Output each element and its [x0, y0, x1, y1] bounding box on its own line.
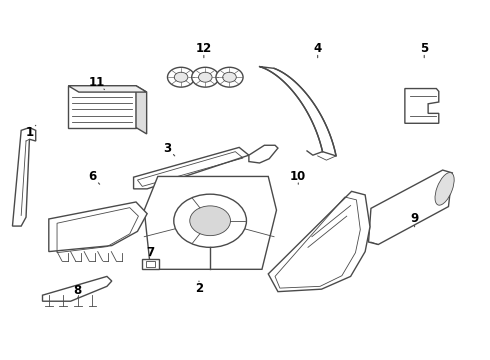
Text: 2: 2: [195, 281, 203, 294]
Text: 5: 5: [420, 42, 428, 58]
PathPatch shape: [12, 127, 36, 226]
Circle shape: [190, 206, 230, 236]
Circle shape: [168, 67, 195, 87]
Circle shape: [192, 67, 219, 87]
Text: 9: 9: [411, 212, 418, 227]
PathPatch shape: [144, 176, 276, 269]
PathPatch shape: [368, 170, 452, 244]
Circle shape: [223, 72, 236, 82]
PathPatch shape: [249, 145, 278, 163]
Text: 7: 7: [147, 246, 155, 259]
Circle shape: [174, 72, 188, 82]
Circle shape: [198, 72, 212, 82]
Text: 11: 11: [89, 76, 105, 90]
Circle shape: [174, 194, 246, 247]
Text: 12: 12: [196, 42, 212, 58]
PathPatch shape: [68, 86, 136, 127]
PathPatch shape: [134, 147, 249, 189]
PathPatch shape: [405, 89, 439, 123]
Text: 4: 4: [314, 42, 322, 58]
Circle shape: [216, 67, 243, 87]
PathPatch shape: [136, 86, 147, 134]
Text: 6: 6: [88, 170, 99, 184]
PathPatch shape: [68, 86, 147, 92]
PathPatch shape: [43, 276, 112, 301]
Polygon shape: [260, 67, 336, 156]
Text: 3: 3: [164, 141, 175, 156]
Text: 8: 8: [74, 284, 82, 298]
Text: 1: 1: [25, 125, 36, 139]
PathPatch shape: [268, 192, 370, 292]
Text: 10: 10: [290, 170, 306, 184]
PathPatch shape: [142, 259, 159, 269]
Ellipse shape: [435, 172, 454, 205]
PathPatch shape: [49, 202, 147, 252]
